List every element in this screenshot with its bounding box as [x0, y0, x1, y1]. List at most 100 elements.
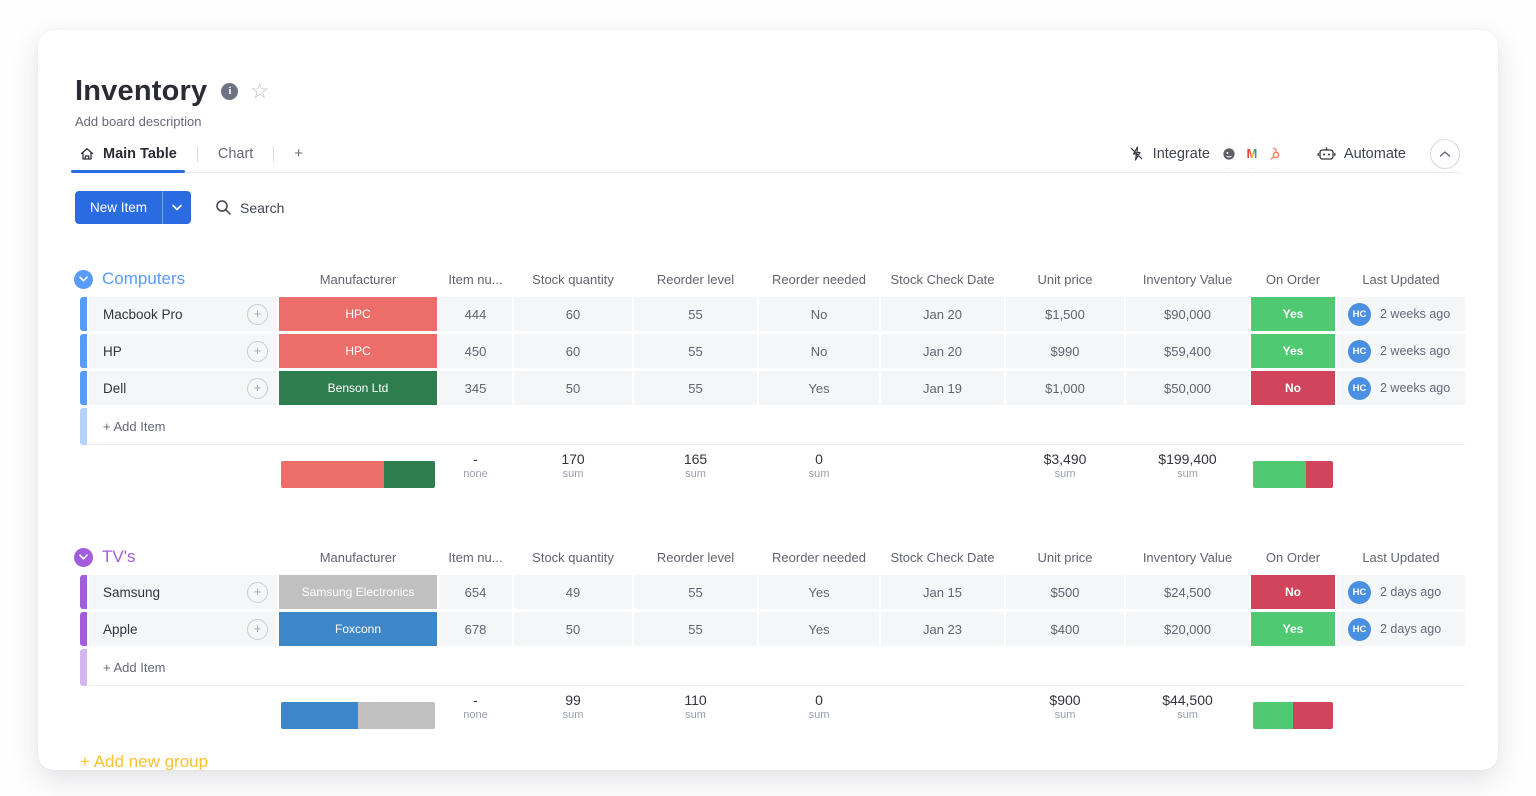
- item-name-cell[interactable]: Apple: [89, 612, 277, 646]
- stock-check-date-cell[interactable]: Jan 23: [881, 612, 1004, 646]
- board-description[interactable]: Add board description: [75, 114, 202, 129]
- info-icon[interactable]: i: [221, 82, 239, 100]
- stock-check-date-cell[interactable]: Jan 20: [881, 334, 1004, 368]
- reorder-needed-cell[interactable]: Yes: [759, 575, 879, 609]
- avatar[interactable]: HC: [1348, 302, 1371, 326]
- column-header-stock-quantity[interactable]: Stock quantity: [532, 549, 614, 565]
- inventory-value-cell[interactable]: $50,000: [1126, 371, 1249, 405]
- unit-price-cell[interactable]: $1,500: [1006, 297, 1124, 331]
- stock-quantity-cell[interactable]: 60: [514, 297, 632, 331]
- search-button[interactable]: Search: [215, 199, 284, 216]
- unit-price-cell[interactable]: $500: [1006, 575, 1124, 609]
- reorder-level-cell[interactable]: 55: [634, 334, 757, 368]
- reorder-needed-cell[interactable]: Yes: [759, 612, 879, 646]
- manufacturer-cell[interactable]: HPC: [279, 297, 437, 331]
- item-name-cell[interactable]: Macbook Pro: [89, 297, 277, 331]
- column-header-inventory-value[interactable]: Inventory Value: [1142, 549, 1233, 565]
- column-header-inventory-value[interactable]: Inventory Value: [1142, 271, 1233, 287]
- stock-quantity-cell[interactable]: 49: [514, 575, 632, 609]
- reorder-level-cell[interactable]: 55: [634, 371, 757, 405]
- stock-quantity-cell[interactable]: 50: [514, 371, 632, 405]
- column-header-manufacturer[interactable]: Manufacturer: [319, 271, 397, 287]
- add-view-tab[interactable]: +: [290, 135, 306, 172]
- on-order-cell[interactable]: Yes: [1251, 334, 1335, 368]
- column-header-reorder-needed[interactable]: Reorder needed: [772, 271, 866, 287]
- on-order-cell[interactable]: Yes: [1251, 297, 1335, 331]
- item-number-cell[interactable]: 678: [439, 612, 512, 646]
- manufacturer-cell[interactable]: Samsung Electronics: [279, 575, 437, 609]
- add-update-icon[interactable]: [247, 303, 268, 325]
- unit-price-cell[interactable]: $1,000: [1006, 371, 1124, 405]
- add-item-button[interactable]: + Add Item: [89, 649, 1465, 686]
- new-item-label[interactable]: New Item: [90, 200, 148, 215]
- column-header-last-updated[interactable]: Last Updated: [1362, 271, 1440, 287]
- new-item-dropdown[interactable]: [162, 191, 191, 224]
- last-updated-cell[interactable]: HC 2 weeks ago: [1337, 334, 1465, 368]
- column-header-reorder-level[interactable]: Reorder level: [656, 549, 735, 565]
- on-order-cell[interactable]: Yes: [1251, 612, 1335, 646]
- add-new-group-button[interactable]: + Add new group: [80, 752, 209, 770]
- reorder-level-cell[interactable]: 55: [634, 612, 757, 646]
- item-number-cell[interactable]: 444: [439, 297, 512, 331]
- column-header-item-number[interactable]: Item nu...: [448, 271, 503, 287]
- last-updated-cell[interactable]: HC 2 days ago: [1337, 612, 1465, 646]
- column-header-stock-check-date[interactable]: Stock Check Date: [890, 271, 995, 287]
- column-header-on-order[interactable]: On Order: [1265, 549, 1321, 565]
- item-name-cell[interactable]: Dell: [89, 371, 277, 405]
- item-name-cell[interactable]: HP: [89, 334, 277, 368]
- last-updated-cell[interactable]: HC 2 weeks ago: [1337, 297, 1465, 331]
- inventory-value-cell[interactable]: $24,500: [1126, 575, 1249, 609]
- reorder-needed-cell[interactable]: Yes: [759, 371, 879, 405]
- avatar[interactable]: HC: [1348, 376, 1371, 400]
- add-update-icon[interactable]: [247, 340, 268, 362]
- star-icon[interactable]: ☆: [250, 79, 270, 103]
- add-update-icon[interactable]: [247, 377, 268, 399]
- manufacturer-cell[interactable]: Benson Ltd: [279, 371, 437, 405]
- group-title[interactable]: TV's: [102, 547, 136, 566]
- column-header-on-order[interactable]: On Order: [1265, 271, 1321, 287]
- column-header-unit-price[interactable]: Unit price: [1037, 271, 1093, 287]
- inventory-value-cell[interactable]: $59,400: [1126, 334, 1249, 368]
- inventory-value-cell[interactable]: $20,000: [1126, 612, 1249, 646]
- inventory-value-cell[interactable]: $90,000: [1126, 297, 1249, 331]
- column-header-unit-price[interactable]: Unit price: [1037, 549, 1093, 565]
- stock-quantity-cell[interactable]: 50: [514, 612, 632, 646]
- unit-price-cell[interactable]: $990: [1006, 334, 1124, 368]
- reorder-needed-cell[interactable]: No: [759, 334, 879, 368]
- stock-quantity-cell[interactable]: 60: [514, 334, 632, 368]
- group-collapse-icon[interactable]: [74, 547, 93, 567]
- integrate-button[interactable]: Integrate M: [1128, 138, 1307, 169]
- avatar[interactable]: HC: [1348, 617, 1371, 641]
- column-header-manufacturer[interactable]: Manufacturer: [319, 549, 397, 565]
- column-header-reorder-level[interactable]: Reorder level: [656, 271, 735, 287]
- add-item-button[interactable]: + Add Item: [89, 408, 1465, 445]
- automate-button[interactable]: Automate: [1317, 145, 1406, 162]
- on-order-cell[interactable]: No: [1251, 371, 1335, 405]
- stock-check-date-cell[interactable]: Jan 20: [881, 297, 1004, 331]
- column-header-last-updated[interactable]: Last Updated: [1362, 549, 1440, 565]
- tab-main-table[interactable]: Main Table: [71, 135, 185, 173]
- on-order-cell[interactable]: No: [1251, 575, 1335, 609]
- stock-check-date-cell[interactable]: Jan 19: [881, 371, 1004, 405]
- avatar[interactable]: HC: [1348, 339, 1371, 363]
- last-updated-cell[interactable]: HC 2 days ago: [1337, 575, 1465, 609]
- collapse-header-button[interactable]: [1430, 138, 1460, 169]
- item-name-cell[interactable]: Samsung: [89, 575, 277, 609]
- unit-price-cell[interactable]: $400: [1006, 612, 1124, 646]
- group-title[interactable]: Computers: [102, 269, 186, 288]
- stock-check-date-cell[interactable]: Jan 15: [881, 575, 1004, 609]
- item-number-cell[interactable]: 654: [439, 575, 512, 609]
- item-number-cell[interactable]: 345: [439, 371, 512, 405]
- column-header-item-number[interactable]: Item nu...: [448, 549, 503, 565]
- tab-chart[interactable]: Chart: [214, 135, 257, 172]
- manufacturer-cell[interactable]: Foxconn: [279, 612, 437, 646]
- add-update-icon[interactable]: [247, 581, 268, 603]
- column-header-stock-quantity[interactable]: Stock quantity: [532, 271, 614, 287]
- last-updated-cell[interactable]: HC 2 weeks ago: [1337, 371, 1465, 405]
- add-update-icon[interactable]: [247, 618, 268, 640]
- reorder-level-cell[interactable]: 55: [634, 575, 757, 609]
- reorder-needed-cell[interactable]: No: [759, 297, 879, 331]
- reorder-level-cell[interactable]: 55: [634, 297, 757, 331]
- avatar[interactable]: HC: [1348, 580, 1371, 604]
- manufacturer-cell[interactable]: HPC: [279, 334, 437, 368]
